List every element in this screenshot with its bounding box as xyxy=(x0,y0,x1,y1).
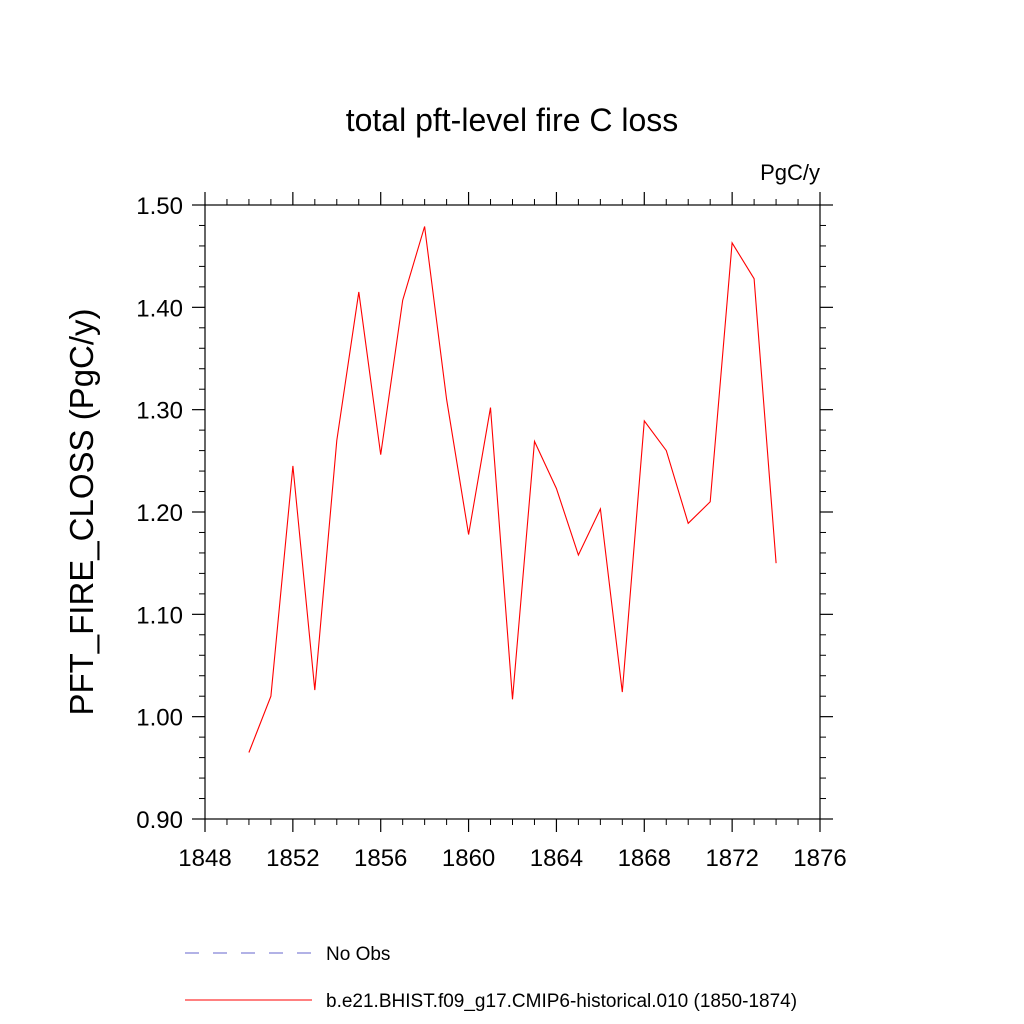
legend: No Obs b.e21.BHIST.f09_g17.CMIP6-historic… xyxy=(185,944,797,1012)
chart-title: total pft-level fire C loss xyxy=(346,102,679,138)
legend-label: b.e21.BHIST.f09_g17.CMIP6-historical.010… xyxy=(326,991,797,1012)
y-axis-label: PFT_FIRE_CLOSS (PgC/y) xyxy=(63,308,100,715)
legend-label: No Obs xyxy=(326,944,390,965)
y-tick-label: 1.20 xyxy=(136,500,183,527)
x-tick-label: 1868 xyxy=(618,845,671,872)
x-tick-label: 1848 xyxy=(178,845,231,872)
y-tick-label: 1.00 xyxy=(136,705,183,732)
units-label: PgC/y xyxy=(760,160,820,185)
series-lines xyxy=(248,226,777,753)
y-tick-label: 1.40 xyxy=(136,295,183,322)
x-tick-label: 1856 xyxy=(354,845,407,872)
x-tick-label: 1860 xyxy=(442,845,495,872)
y-tick-label: 1.10 xyxy=(136,602,183,629)
axis-ticks: 1848 1852 1856 1860 1864 1868 1872 1876 0.90 1.00… xyxy=(136,192,847,872)
y-tick-label: 0.90 xyxy=(136,807,183,834)
series-line xyxy=(248,226,777,753)
x-tick-label: 1872 xyxy=(705,845,758,872)
x-tick-label: 1852 xyxy=(266,845,319,872)
y-tick-label: 1.30 xyxy=(136,398,183,425)
y-tick-label: 1.50 xyxy=(136,193,183,220)
x-tick-label: 1876 xyxy=(793,845,846,872)
x-tick-label: 1864 xyxy=(530,845,583,872)
